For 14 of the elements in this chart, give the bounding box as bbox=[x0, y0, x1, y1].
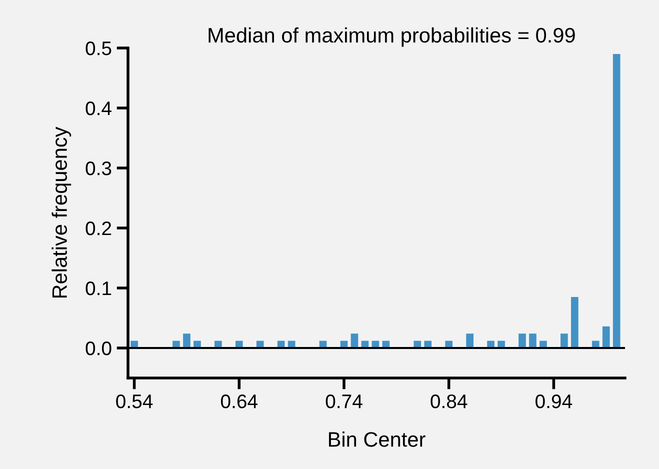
x-tick-label: 0.54 bbox=[116, 394, 153, 408]
y-tick-label: 0.1 bbox=[86, 281, 112, 296]
y-tick-label: 0.3 bbox=[86, 161, 112, 176]
x-tick-label: 0.64 bbox=[220, 394, 258, 408]
y-tick-label: 0.4 bbox=[86, 101, 112, 116]
x-tick-label: 0.84 bbox=[430, 394, 468, 408]
y-tick-label: 0.2 bbox=[86, 221, 112, 236]
y-tick-label: 0.0 bbox=[86, 341, 112, 356]
y-axis-title: Relative frequency bbox=[52, 126, 72, 298]
chart-title: Median of maximum probabilities = 0.99 bbox=[208, 27, 575, 47]
y-tick-label: 0.5 bbox=[86, 41, 112, 56]
x-axis-title: Bin Center bbox=[328, 432, 426, 447]
x-tick-label: 0.94 bbox=[536, 394, 572, 408]
x-tick-label: 0.74 bbox=[326, 394, 362, 408]
